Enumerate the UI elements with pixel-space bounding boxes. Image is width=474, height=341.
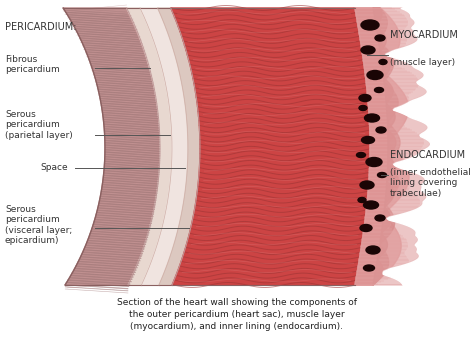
Text: MYOCARDIUM: MYOCARDIUM (390, 30, 458, 40)
Text: (muscle layer): (muscle layer) (390, 58, 455, 67)
Polygon shape (140, 8, 188, 285)
Ellipse shape (374, 88, 383, 92)
Ellipse shape (366, 246, 380, 254)
Polygon shape (373, 8, 409, 285)
Text: Section of the heart wall showing the components of
the outer pericardium (heart: Section of the heart wall showing the co… (117, 298, 357, 331)
Ellipse shape (361, 46, 375, 54)
Ellipse shape (364, 265, 374, 271)
Polygon shape (127, 8, 172, 285)
Ellipse shape (360, 181, 374, 189)
Ellipse shape (362, 136, 374, 144)
Text: (inner endothelial
lining covering
trabeculae): (inner endothelial lining covering trabe… (390, 168, 471, 198)
Ellipse shape (377, 173, 386, 178)
Ellipse shape (366, 158, 382, 166)
Text: Serous
pericardium
(parietal layer): Serous pericardium (parietal layer) (5, 110, 73, 140)
Ellipse shape (360, 224, 372, 232)
Ellipse shape (361, 20, 379, 30)
Ellipse shape (379, 59, 387, 64)
Ellipse shape (358, 197, 366, 203)
Text: Space: Space (40, 163, 68, 173)
Polygon shape (158, 8, 200, 285)
Polygon shape (355, 8, 430, 285)
Text: Serous
pericardium
(visceral layer;
epicardium): Serous pericardium (visceral layer; epic… (5, 205, 72, 245)
Ellipse shape (359, 94, 371, 102)
Ellipse shape (365, 114, 380, 122)
Ellipse shape (376, 127, 386, 133)
Polygon shape (373, 8, 400, 285)
Text: Fibrous
pericardium: Fibrous pericardium (5, 55, 60, 74)
Ellipse shape (367, 71, 383, 79)
Ellipse shape (375, 35, 385, 41)
Polygon shape (63, 8, 160, 285)
Text: ENDOCARDIUM: ENDOCARDIUM (390, 150, 465, 160)
Polygon shape (373, 8, 396, 285)
Ellipse shape (356, 152, 365, 158)
Ellipse shape (364, 201, 379, 209)
Ellipse shape (375, 215, 385, 221)
Polygon shape (355, 8, 388, 285)
Text: PERICARDIUM:: PERICARDIUM: (5, 22, 76, 32)
Polygon shape (171, 8, 370, 285)
Ellipse shape (359, 105, 367, 110)
